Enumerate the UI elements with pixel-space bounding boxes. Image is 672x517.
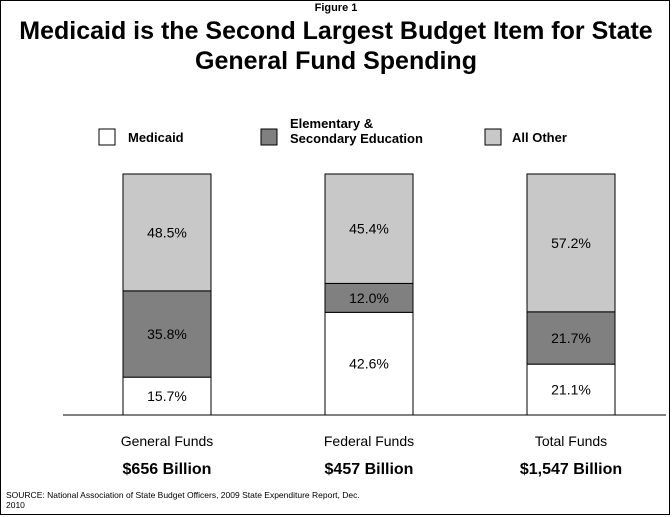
data-label: 45.4% xyxy=(349,221,389,237)
data-label: 48.5% xyxy=(147,224,187,240)
legend-swatch-2 xyxy=(260,128,278,146)
data-label: 21.7% xyxy=(551,330,591,346)
bar-segment xyxy=(526,173,616,313)
category-label: Total Funds xyxy=(535,433,607,449)
chart-title: Medicaid is the Second Largest Budget It… xyxy=(19,17,653,75)
bar-segment xyxy=(122,376,212,416)
data-label: 57.2% xyxy=(551,235,591,251)
bar-segment xyxy=(122,173,212,292)
legend-label-3: All Other xyxy=(512,130,567,145)
category-total: $1,547 Billion xyxy=(520,461,622,478)
bar-segment xyxy=(526,311,616,365)
data-label: 12.0% xyxy=(349,290,389,306)
legend-swatch-1 xyxy=(98,128,116,146)
data-label: 21.1% xyxy=(551,382,591,398)
data-label: 42.6% xyxy=(349,356,389,372)
category-total: $457 Billion xyxy=(325,461,414,478)
data-label: 35.8% xyxy=(147,326,187,342)
bar-segment xyxy=(324,173,414,284)
data-label: 15.7% xyxy=(147,388,187,404)
figure-label: Figure 1 xyxy=(314,2,358,14)
bar-segment xyxy=(122,290,212,378)
legend-label-1: Medicaid xyxy=(128,130,184,145)
source-note: SOURCE: National Association of State Bu… xyxy=(6,490,360,510)
category-label: General Funds xyxy=(121,433,214,449)
category-label: Federal Funds xyxy=(324,433,414,449)
legend-label-2: Elementary & Secondary Education xyxy=(290,116,423,146)
legend-swatch-3 xyxy=(484,128,502,146)
category-total: $656 Billion xyxy=(123,461,212,478)
